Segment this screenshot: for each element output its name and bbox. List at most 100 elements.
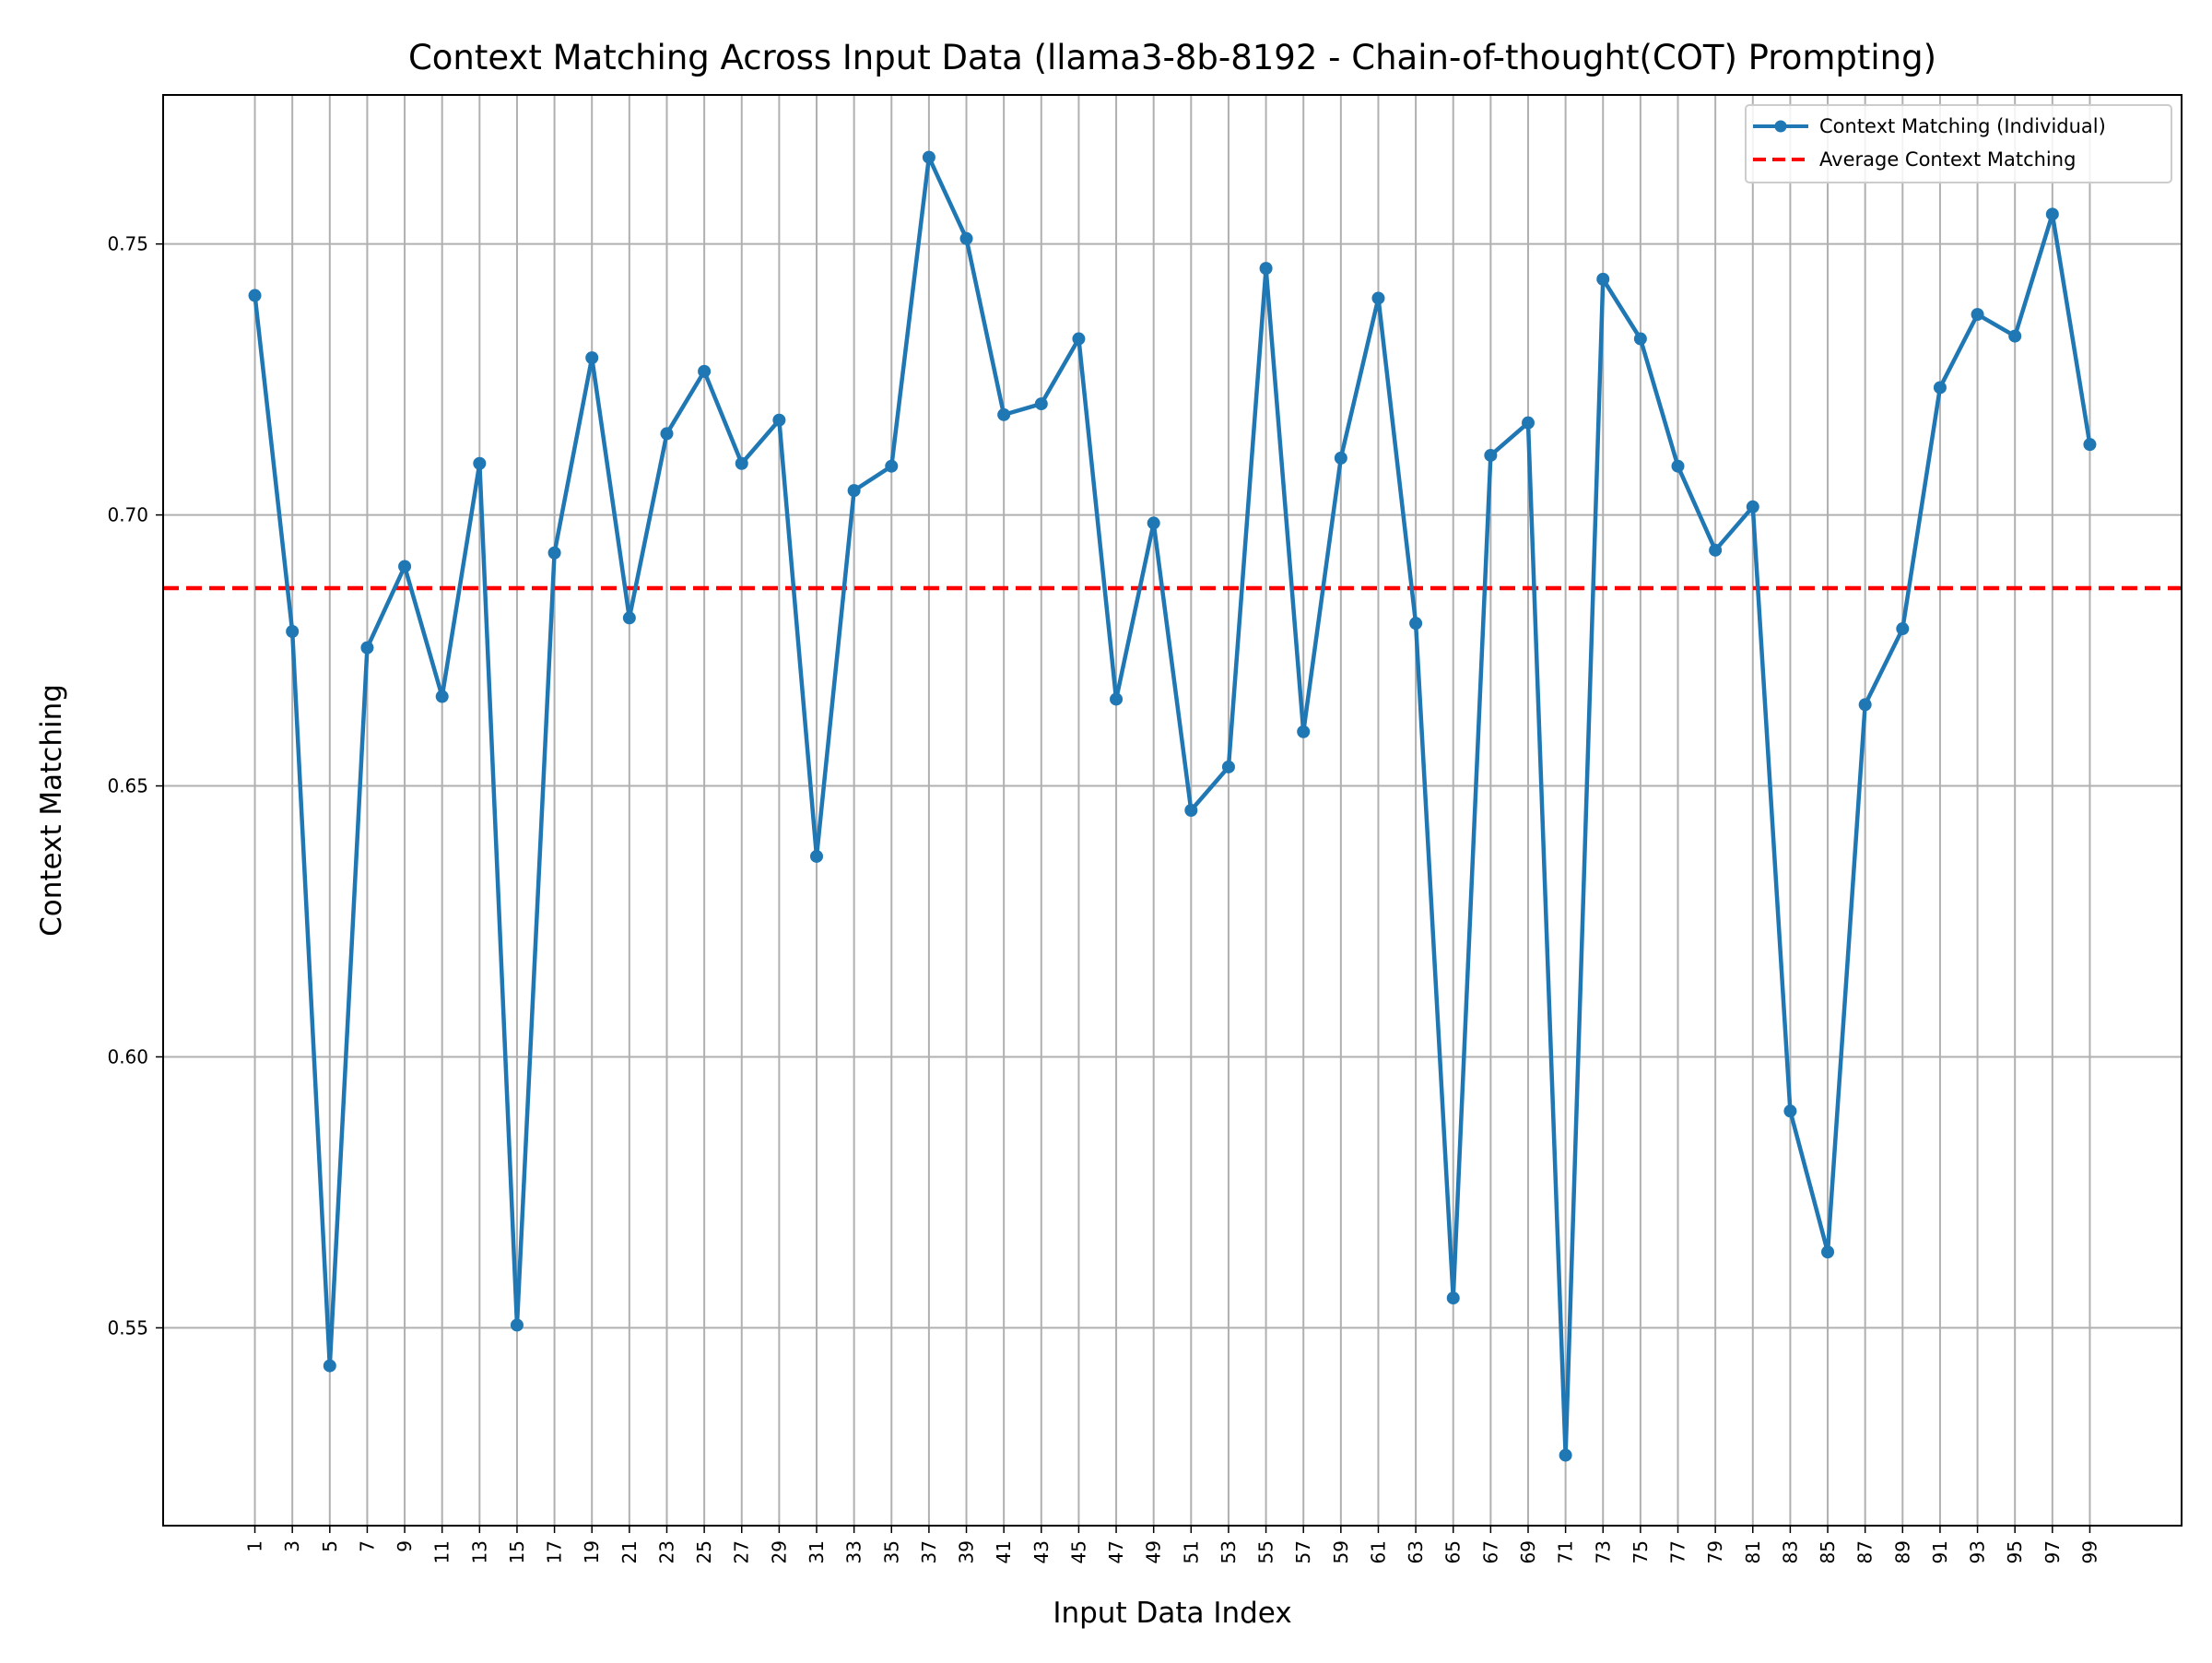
x-tick-label: 17 <box>544 1540 566 1563</box>
x-tick-label: 23 <box>655 1540 677 1563</box>
data-point <box>398 560 412 573</box>
x-tick-label: 59 <box>1330 1540 1352 1563</box>
x-tick-label: 51 <box>1180 1540 1202 1563</box>
data-point <box>547 546 561 560</box>
x-tick-label: 57 <box>1292 1540 1314 1563</box>
x-tick-label: 29 <box>768 1540 790 1563</box>
y-axis-label: Context Matching <box>35 684 68 937</box>
legend-marker-individual <box>1774 120 1787 133</box>
x-tick-label: 41 <box>993 1540 1015 1563</box>
data-point <box>435 690 449 703</box>
x-tick-label: 5 <box>319 1540 341 1552</box>
x-tick-label: 65 <box>1442 1540 1465 1563</box>
data-point <box>286 625 300 638</box>
data-point <box>959 231 973 245</box>
y-tick-label: 0.70 <box>107 504 148 526</box>
data-point <box>1933 381 1947 395</box>
x-tick-label: 87 <box>1854 1540 1877 1563</box>
x-tick-label: 63 <box>1405 1540 1427 1563</box>
data-point <box>2083 438 2097 452</box>
x-tick-label: 1 <box>244 1540 266 1552</box>
series-line-individual <box>253 155 2092 1457</box>
x-tick-label: 45 <box>1067 1540 1089 1563</box>
x-tick-label: 13 <box>468 1540 490 1563</box>
x-tick-label: 25 <box>693 1540 715 1563</box>
x-tick-label: 95 <box>2004 1540 2026 1563</box>
x-tick-label: 81 <box>1742 1540 1764 1563</box>
series-layer <box>248 150 2097 1462</box>
legend-box <box>1745 104 2172 183</box>
x-tick-label: 67 <box>1479 1540 1501 1563</box>
x-tick-label: 79 <box>1704 1540 1726 1563</box>
x-tick-label: 37 <box>918 1540 940 1563</box>
x-tick-label: 71 <box>1555 1540 1577 1563</box>
x-tick-label: 75 <box>1630 1540 1652 1563</box>
data-point <box>1521 416 1535 430</box>
data-point <box>885 459 899 473</box>
x-tick-label: 27 <box>731 1540 753 1563</box>
data-point <box>997 407 1011 421</box>
x-tick-label: 93 <box>1967 1540 1989 1563</box>
data-point <box>1709 543 1723 557</box>
x-tick-label: 77 <box>1667 1540 1689 1563</box>
x-tick-label: 85 <box>1817 1540 1839 1563</box>
y-tick-label: 0.55 <box>107 1316 148 1339</box>
x-tick-label: 11 <box>431 1540 453 1563</box>
data-point <box>1821 1245 1835 1259</box>
data-point <box>698 364 712 378</box>
data-point <box>660 427 674 441</box>
data-point <box>772 413 786 427</box>
data-point <box>1596 272 1610 286</box>
data-point <box>922 150 935 164</box>
data-point <box>585 351 599 365</box>
data-point <box>1072 332 1086 346</box>
data-point <box>1746 500 1759 513</box>
legend-label-average: Average Context Matching <box>1819 148 2076 171</box>
x-tick-label: 31 <box>806 1540 828 1563</box>
x-tick-label: 21 <box>618 1540 641 1563</box>
data-point <box>1559 1448 1572 1462</box>
data-point <box>1896 622 1910 636</box>
chart-title: Context Matching Across Input Data (llam… <box>408 38 1936 77</box>
data-point <box>1259 262 1273 276</box>
x-tick-label: 43 <box>1030 1540 1053 1563</box>
data-point <box>847 484 861 498</box>
x-tick-label: 49 <box>1143 1540 1165 1563</box>
x-tick-label: 19 <box>581 1540 603 1563</box>
data-point <box>248 289 262 302</box>
x-tick-label: 33 <box>843 1540 865 1563</box>
data-point <box>1371 291 1385 305</box>
data-point <box>510 1318 524 1332</box>
data-point <box>1184 804 1198 817</box>
grid-lines <box>163 95 2182 1526</box>
x-tick-label: 39 <box>956 1540 978 1563</box>
data-point <box>1446 1291 1460 1305</box>
x-tick-label: 89 <box>1891 1540 1913 1563</box>
x-tick-label: 99 <box>2078 1540 2100 1563</box>
data-point <box>1858 698 1872 712</box>
data-point <box>810 849 824 863</box>
y-axis-ticks: 0.55 0.60 0.65 0.70 0.75 <box>107 233 163 1339</box>
data-point <box>1297 725 1311 738</box>
x-tick-label: 35 <box>880 1540 902 1563</box>
x-tick-label: 7 <box>356 1540 378 1552</box>
data-point <box>473 456 487 470</box>
legend-label-individual: Context Matching (Individual) <box>1819 115 2106 137</box>
plot-frame <box>162 94 2183 1527</box>
x-tick-label: 9 <box>394 1540 416 1552</box>
y-tick-label: 0.65 <box>107 775 148 797</box>
x-axis-ticks: 1 3 5 7 9 11 13 15 17 19 21 23 25 27 29 31 33 35 37 39 41 43 4… <box>244 1526 2100 1563</box>
legend: Context Matching (Individual) Average Co… <box>1745 104 2172 183</box>
x-axis-label: Input Data Index <box>1053 1597 1291 1630</box>
data-point <box>1221 760 1235 773</box>
data-point <box>1671 459 1685 473</box>
data-point <box>1783 1104 1797 1118</box>
data-point <box>1110 692 1124 706</box>
data-point <box>1484 448 1498 462</box>
data-point <box>1147 516 1160 530</box>
data-point <box>360 641 374 655</box>
x-tick-label: 97 <box>2041 1540 2064 1563</box>
x-tick-label: 47 <box>1105 1540 1127 1563</box>
